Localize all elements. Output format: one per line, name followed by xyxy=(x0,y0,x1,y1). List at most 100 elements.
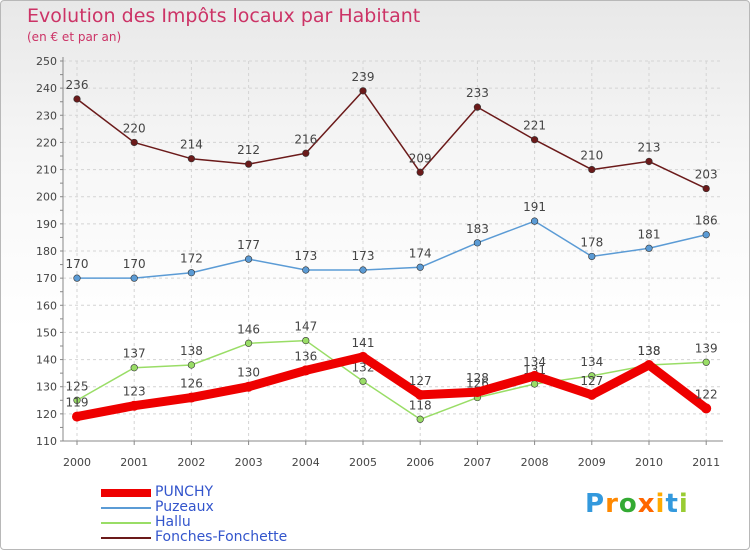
y-tick-label: 140 xyxy=(36,354,57,367)
data-point-puzeaux xyxy=(588,252,596,261)
data-label-punchy: 122 xyxy=(695,387,718,401)
x-tick-label: 2005 xyxy=(349,456,377,469)
x-tick-label: 2004 xyxy=(292,456,320,469)
legend-item-punchy: PUNCHY xyxy=(101,484,351,500)
y-tick-label: 230 xyxy=(36,109,57,122)
data-point-punchy xyxy=(529,370,540,381)
data-point-fonches-fonchette xyxy=(73,95,81,103)
logo-letter: i xyxy=(655,489,666,519)
y-tick-label: 180 xyxy=(36,245,57,258)
legend-swatch-fonches-fonchette xyxy=(101,537,151,539)
data-point-punchy xyxy=(358,351,368,362)
data-label-puzeaux: 177 xyxy=(237,238,260,252)
data-label-hallu: 137 xyxy=(123,347,146,361)
x-tick-label: 2008 xyxy=(521,456,549,469)
legend-item-hallu: Hallu xyxy=(101,514,351,530)
x-tick-label: 2007 xyxy=(463,456,491,469)
data-label-punchy: 130 xyxy=(237,366,260,380)
y-tick-label: 150 xyxy=(36,326,57,339)
data-label-fonches-fonchette: 220 xyxy=(123,121,146,135)
data-point-fonches-fonchette xyxy=(702,184,710,193)
data-point-fonches-fonchette xyxy=(359,87,367,95)
series-line-puzeaux xyxy=(76,220,707,279)
x-tick-label: 2010 xyxy=(635,456,663,469)
y-tick-label: 240 xyxy=(36,82,57,95)
data-label-hallu: 138 xyxy=(180,344,203,358)
data-point-hallu xyxy=(73,396,81,404)
data-point-hallu xyxy=(130,364,138,372)
data-label-puzeaux: 181 xyxy=(638,227,661,241)
data-point-fonches-fonchette xyxy=(416,168,424,176)
data-label-puzeaux: 191 xyxy=(523,200,546,214)
legend-item-puzeaux: Puzeaux xyxy=(101,499,351,515)
data-point-punchy xyxy=(300,365,311,376)
data-label-hallu: 134 xyxy=(580,355,603,369)
data-label-fonches-fonchette: 214 xyxy=(180,138,203,152)
data-point-fonches-fonchette xyxy=(588,165,596,174)
data-label-hallu: 138 xyxy=(638,344,661,358)
data-label-fonches-fonchette: 233 xyxy=(466,86,489,100)
chart-title: Evolution des Impôts locaux par Habitant xyxy=(27,5,421,27)
logo-letter: x xyxy=(637,489,656,519)
x-tick-label: 2003 xyxy=(235,456,263,469)
data-point-puzeaux xyxy=(473,239,482,247)
data-point-fonches-fonchette xyxy=(245,160,253,168)
data-label-fonches-fonchette: 213 xyxy=(638,140,661,154)
data-label-fonches-fonchette: 239 xyxy=(352,70,375,84)
data-point-punchy xyxy=(472,387,483,398)
data-point-hallu xyxy=(416,415,424,423)
data-point-punchy xyxy=(243,381,254,392)
data-point-puzeaux xyxy=(130,274,138,282)
data-label-puzeaux: 173 xyxy=(294,249,317,263)
legend-label-fonches-fonchette: Fonches-Fonchette xyxy=(155,529,288,545)
data-point-fonches-fonchette xyxy=(645,157,653,166)
data-label-puzeaux: 183 xyxy=(466,222,489,236)
y-tick-label: 200 xyxy=(36,191,57,204)
data-label-punchy: 119 xyxy=(66,396,89,410)
data-point-punchy xyxy=(72,411,82,422)
x-tick-label: 2006 xyxy=(406,456,434,469)
data-label-puzeaux: 170 xyxy=(66,257,89,271)
series-line-punchy xyxy=(72,352,711,422)
y-tick-label: 170 xyxy=(36,272,57,285)
data-label-fonches-fonchette: 221 xyxy=(523,119,546,133)
data-point-hallu xyxy=(187,361,195,369)
data-point-fonches-fonchette xyxy=(130,138,138,147)
data-point-punchy xyxy=(129,400,140,411)
data-label-fonches-fonchette: 212 xyxy=(237,143,260,157)
data-point-puzeaux xyxy=(359,266,367,274)
data-point-punchy xyxy=(644,360,654,370)
data-label-fonches-fonchette: 209 xyxy=(409,151,432,165)
y-tick-label: 130 xyxy=(36,381,57,394)
x-tick-label: 2002 xyxy=(177,456,205,469)
data-label-punchy: 136 xyxy=(294,349,317,363)
data-point-puzeaux xyxy=(645,244,653,252)
data-point-punchy xyxy=(701,403,712,414)
y-tick-label: 120 xyxy=(36,408,57,421)
data-label-puzeaux: 173 xyxy=(352,249,375,263)
data-label-fonches-fonchette: 203 xyxy=(695,168,718,182)
x-tick-label: 2001 xyxy=(120,456,148,469)
data-point-puzeaux xyxy=(73,274,81,282)
data-point-fonches-fonchette xyxy=(187,155,195,163)
legend: PUNCHY Puzeaux Hallu Fonches-Fonchette xyxy=(101,484,351,545)
y-tick-label: 190 xyxy=(36,218,57,231)
data-point-punchy xyxy=(186,392,197,403)
data-label-punchy: 141 xyxy=(352,336,375,350)
logo-letter: t xyxy=(665,489,679,519)
data-label-puzeaux: 174 xyxy=(409,246,432,260)
data-label-punchy: 134 xyxy=(523,355,546,369)
data-point-hallu xyxy=(359,377,367,385)
logo-letter: r xyxy=(605,489,619,519)
data-label-fonches-fonchette: 210 xyxy=(580,149,603,163)
chart-subtitle: (en € et par an) xyxy=(27,30,122,44)
data-point-hallu xyxy=(702,358,710,366)
data-point-punchy xyxy=(415,389,426,400)
y-tick-label: 220 xyxy=(36,136,57,149)
legend-label-hallu: Hallu xyxy=(155,514,191,530)
data-point-puzeaux xyxy=(530,217,539,225)
data-label-punchy: 126 xyxy=(180,377,203,391)
data-label-puzeaux: 170 xyxy=(123,257,146,271)
data-point-puzeaux xyxy=(416,263,424,271)
data-point-hallu xyxy=(530,380,539,388)
